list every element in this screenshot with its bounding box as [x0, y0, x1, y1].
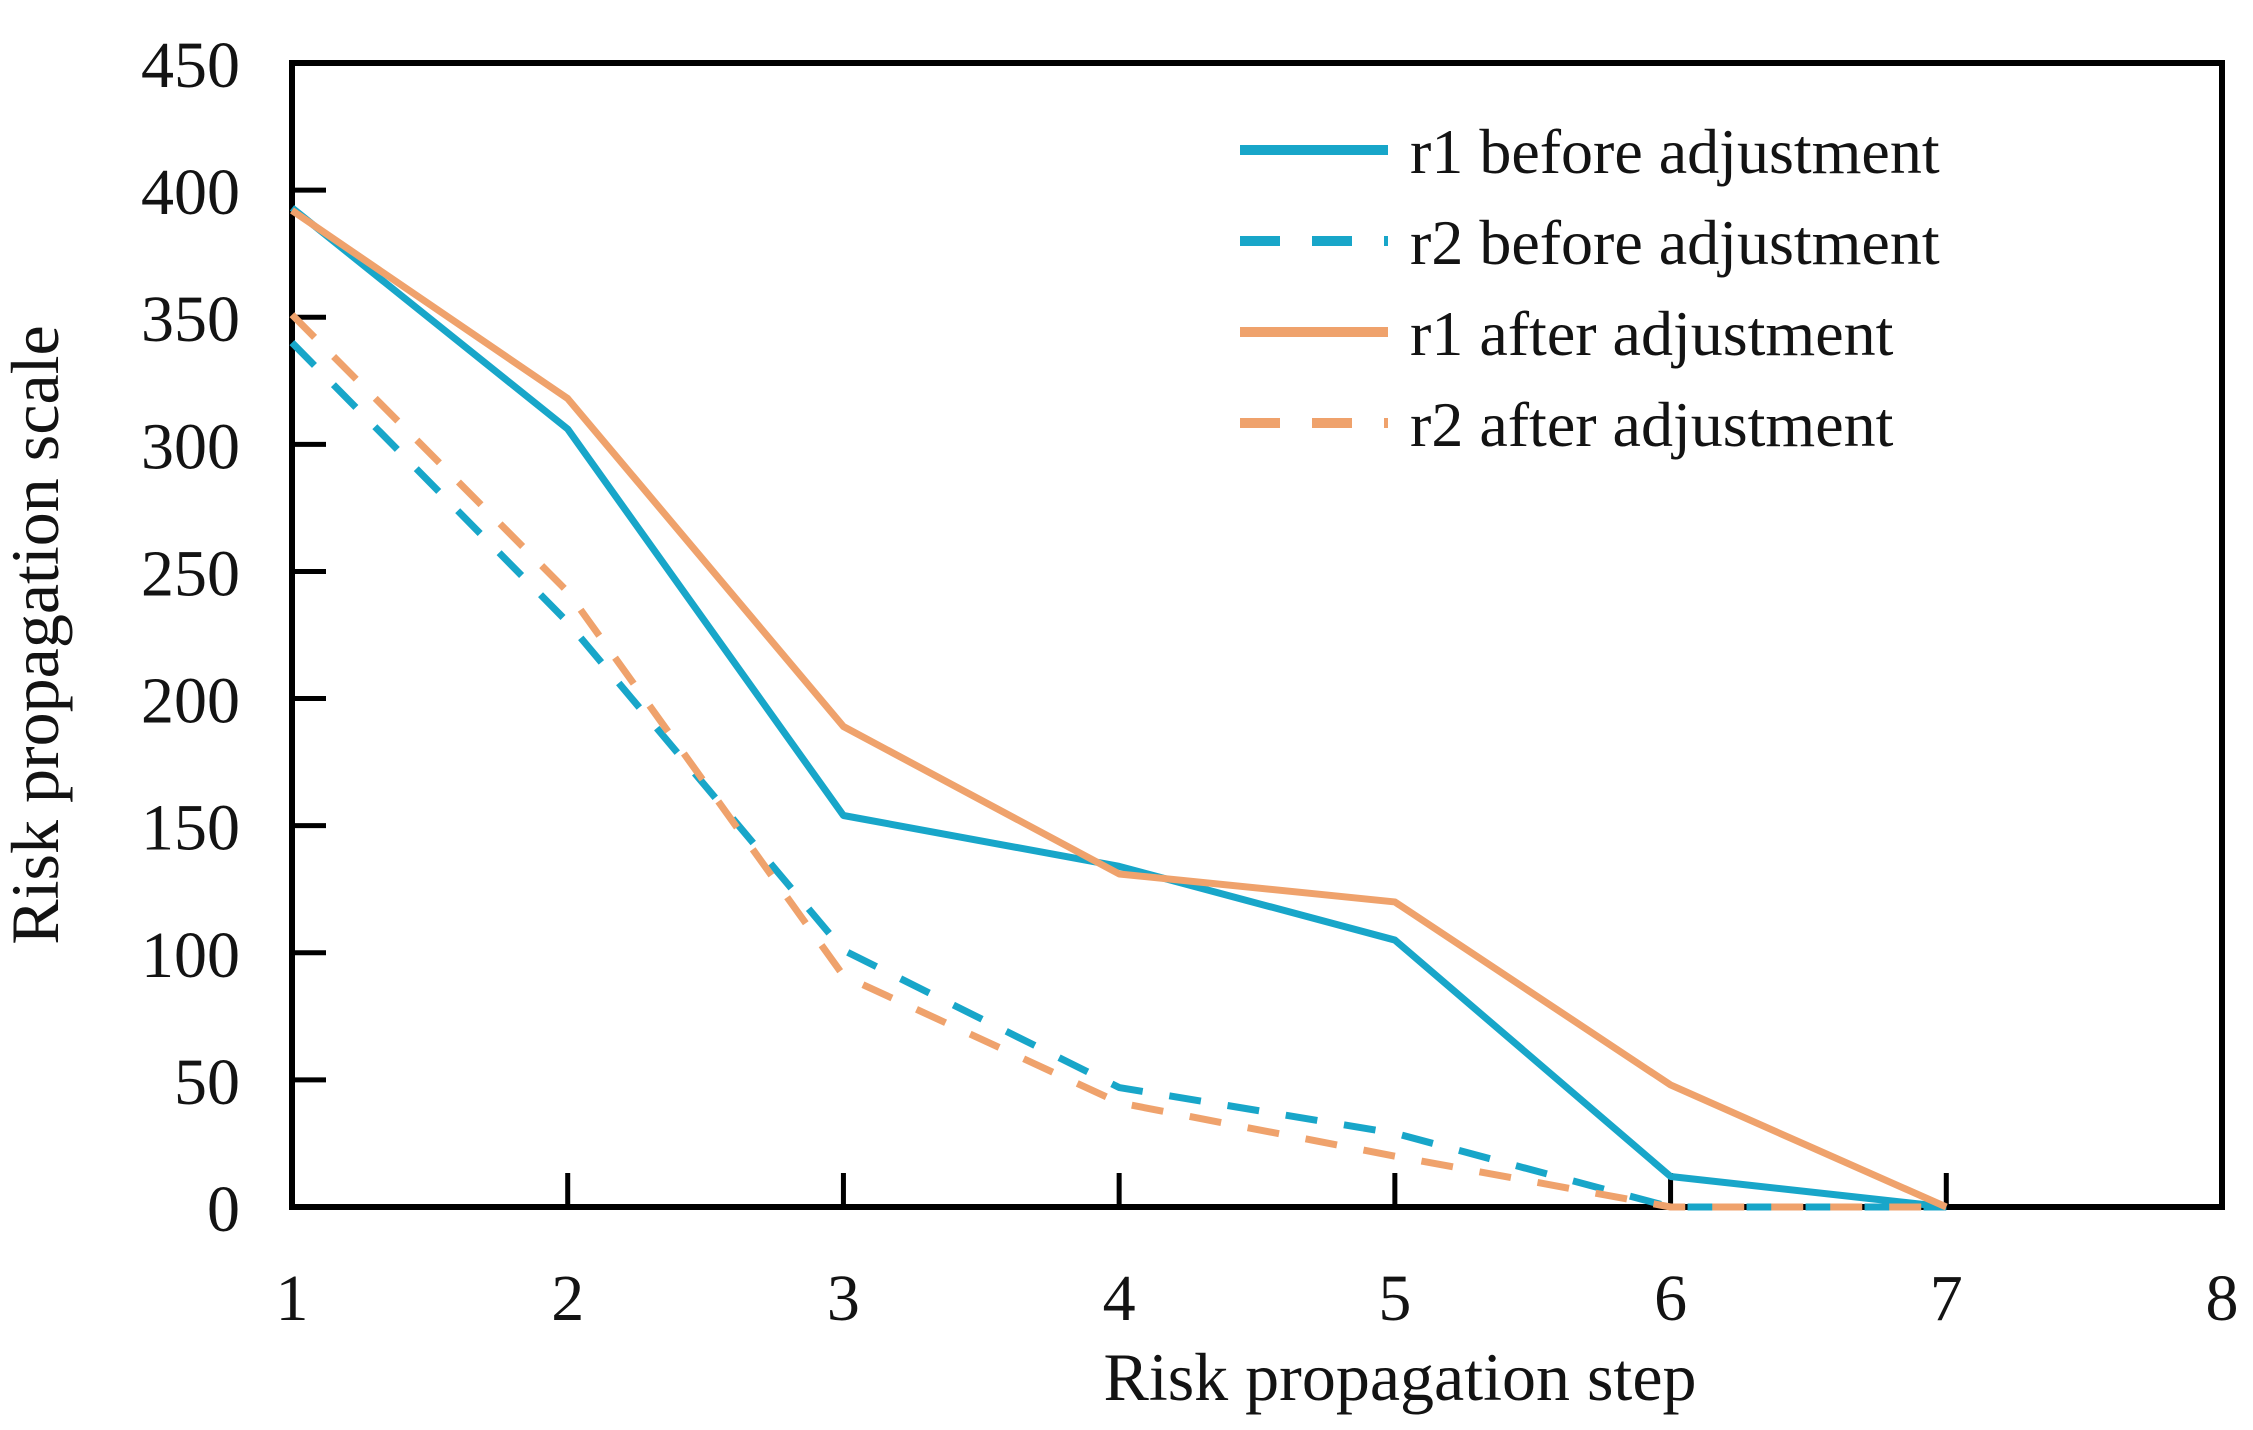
- series-line-r1-after-adjustment: [290, 207, 1948, 1211]
- x-tick-label-4: 4: [1103, 1262, 1136, 1335]
- y-tick-label-300: 300: [141, 410, 240, 483]
- x-tick-label-1: 1: [276, 1262, 309, 1335]
- legend-label-r2-after-adjustment: r2 after adjustment: [1410, 389, 1894, 460]
- y-axis-title: Risk propagation scale: [0, 325, 73, 944]
- legend: r1 before adjustment r2 before adjustment…: [1240, 116, 1940, 460]
- x-tick-label-7: 7: [1930, 1262, 1963, 1335]
- y-tick-label-400: 400: [141, 156, 240, 229]
- y-tick-label-0: 0: [207, 1173, 240, 1246]
- legend-label-r1-after-adjustment: r1 after adjustment: [1410, 298, 1894, 369]
- y-tick-label-200: 200: [141, 665, 240, 738]
- legend-item-r1-before-adjustment: r1 before adjustment: [1240, 116, 1940, 187]
- y-tick-label-450: 450: [141, 29, 240, 102]
- x-tick-label-6: 6: [1654, 1262, 1687, 1335]
- legend-label-r1-before-adjustment: r1 before adjustment: [1410, 116, 1940, 187]
- x-tick-label-3: 3: [827, 1262, 860, 1335]
- x-tick-label-2: 2: [551, 1262, 584, 1335]
- y-tick-label-250: 250: [141, 537, 240, 610]
- legend-label-r2-before-adjustment: r2 before adjustment: [1410, 207, 1940, 278]
- y-tick-label-150: 150: [141, 792, 240, 865]
- y-tick-label-350: 350: [141, 283, 240, 356]
- plot-border: [289, 60, 2225, 1210]
- series-line-r1-before-adjustment: [289, 205, 1947, 1211]
- y-tick-label-100: 100: [141, 919, 240, 992]
- legend-item-r2-before-adjustment: r2 before adjustment: [1240, 207, 1940, 278]
- y-tick-label-50: 50: [174, 1046, 240, 1119]
- legend-item-r1-after-adjustment: r1 after adjustment: [1240, 298, 1894, 369]
- series-line-r2-before-adjustment: [289, 340, 1947, 1211]
- x-axis-title: Risk propagation step: [1103, 1339, 1696, 1415]
- legend-item-r2-after-adjustment: r2 after adjustment: [1240, 389, 1894, 460]
- series-line-r2-after-adjustment: [289, 312, 1947, 1211]
- x-tick-label-5: 5: [1378, 1262, 1411, 1335]
- x-tick-label-8: 8: [2206, 1262, 2239, 1335]
